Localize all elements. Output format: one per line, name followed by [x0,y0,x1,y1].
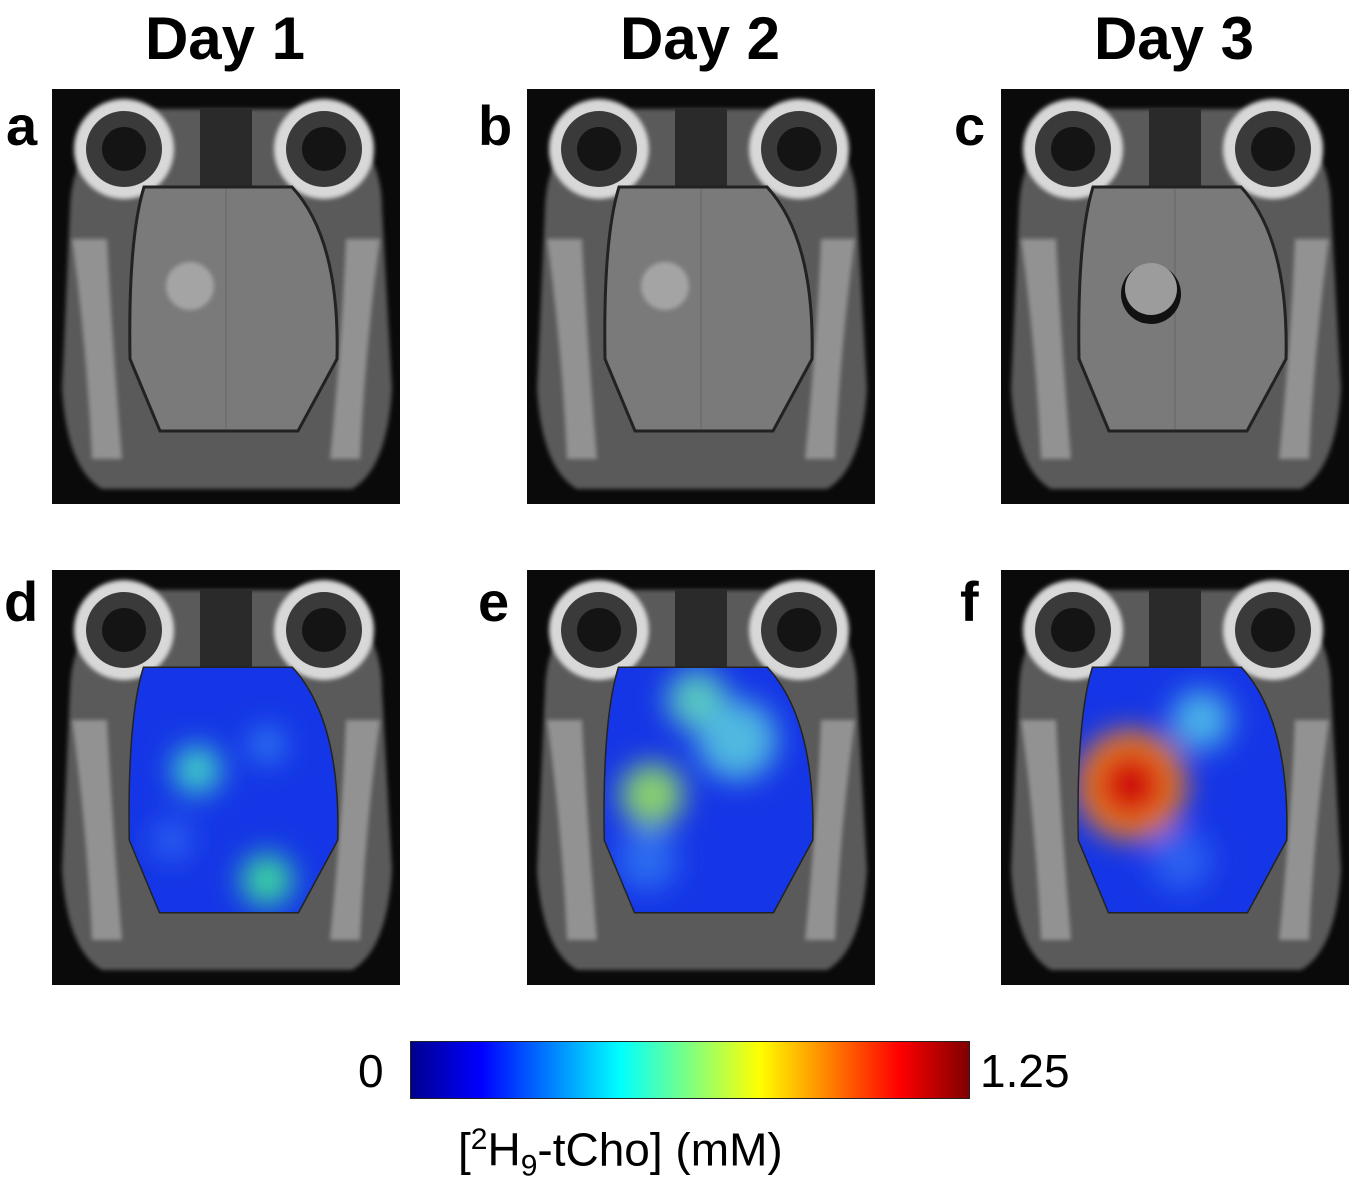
panel-letter-d: d [4,570,39,633]
mri-scan [1001,89,1349,504]
mri-scan-with-tcho-map [1001,570,1349,985]
panel-letter-f: f [960,570,979,633]
colorbar-min-label: 0 [358,1045,384,1097]
mri-image-day-1 [52,89,400,504]
overlay-image-day-3 [1001,570,1349,985]
panel-letter-c: c [954,94,986,157]
mri-scan-with-tcho-map [527,570,875,985]
overlay-image-day-2 [527,570,875,985]
panel-letter-a: a [6,94,38,157]
colorbar-max-label: 1.25 [980,1045,1070,1097]
overlay-image-day-1 [52,570,400,985]
mri-scan [527,89,875,504]
colorbar [410,1041,970,1099]
mri-scan-with-tcho-map [52,570,400,985]
column-title-day-2: Day 2 [619,5,781,72]
mri-scan [52,89,400,504]
mri-image-day-2 [527,89,875,504]
mri-image-day-3 [1001,89,1349,504]
panel-letter-b: b [478,94,513,157]
colorbar-axis-label: [2H9-tCho] (mM) [458,1123,783,1183]
column-title-day-1: Day 1 [144,5,306,72]
panel-letter-e: e [478,570,510,633]
column-title-day-3: Day 3 [1093,5,1255,72]
